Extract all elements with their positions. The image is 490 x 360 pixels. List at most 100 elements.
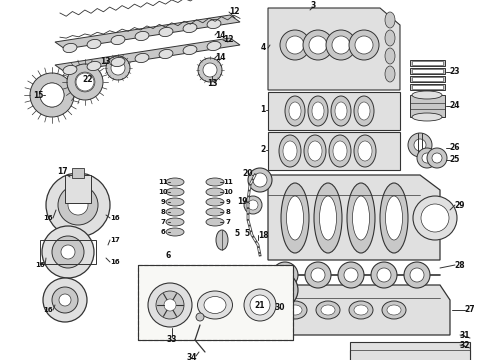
Polygon shape [268,132,400,170]
Ellipse shape [385,30,395,46]
Ellipse shape [207,19,221,28]
Text: 26: 26 [450,144,460,153]
Ellipse shape [281,183,309,253]
Ellipse shape [380,183,408,253]
Text: 8: 8 [225,209,230,215]
Ellipse shape [354,305,368,315]
Text: 18: 18 [258,230,269,239]
Circle shape [106,56,130,80]
Circle shape [148,283,192,327]
Text: 6: 6 [161,229,166,235]
Circle shape [43,278,87,322]
Text: 11: 11 [223,179,233,185]
Text: 8: 8 [161,209,166,215]
Circle shape [244,196,262,214]
Circle shape [68,195,88,215]
Ellipse shape [166,208,184,216]
Bar [40,240,96,264]
Ellipse shape [349,301,373,319]
Text: 9: 9 [225,199,230,205]
Circle shape [269,279,291,301]
Ellipse shape [206,198,224,206]
Ellipse shape [87,62,101,71]
Circle shape [253,173,267,187]
Circle shape [377,268,391,282]
Text: 16: 16 [110,215,120,221]
Polygon shape [55,38,240,72]
Circle shape [413,196,457,240]
Bar [410,76,445,82]
Circle shape [414,139,426,151]
Ellipse shape [382,301,406,319]
Circle shape [326,30,356,60]
Ellipse shape [387,305,401,315]
Text: 15: 15 [33,90,43,99]
Ellipse shape [319,196,337,240]
Polygon shape [268,285,450,335]
Circle shape [408,133,432,157]
Text: 25: 25 [450,156,460,165]
Circle shape [309,36,327,54]
Ellipse shape [166,228,184,236]
Text: 31: 31 [460,330,470,339]
Ellipse shape [321,305,335,315]
Ellipse shape [206,178,224,186]
Text: 7: 7 [161,219,166,225]
Ellipse shape [63,44,77,53]
Circle shape [410,268,424,282]
Circle shape [286,36,304,54]
Ellipse shape [111,57,125,67]
Circle shape [275,285,285,295]
Text: 16: 16 [110,259,120,265]
Ellipse shape [159,27,173,37]
Circle shape [250,295,270,315]
Circle shape [422,153,432,163]
Ellipse shape [412,91,442,99]
Circle shape [76,73,94,91]
Circle shape [248,200,258,210]
Polygon shape [268,175,440,260]
Text: 3: 3 [310,0,316,9]
Text: 9: 9 [161,199,166,205]
Circle shape [40,83,64,107]
Circle shape [349,30,379,60]
Text: 30: 30 [275,303,285,312]
Ellipse shape [288,305,302,315]
Text: 1: 1 [260,105,266,114]
Ellipse shape [333,141,347,161]
Ellipse shape [331,96,351,126]
Text: 33: 33 [167,336,177,345]
Text: 16: 16 [35,262,45,268]
Circle shape [52,287,78,313]
Circle shape [303,30,333,60]
Ellipse shape [285,96,305,126]
Bar [410,60,445,66]
Text: 6: 6 [166,251,171,260]
Ellipse shape [183,23,197,33]
Text: 16: 16 [43,215,53,221]
Text: 20: 20 [243,168,253,177]
Text: 23: 23 [450,68,460,77]
Ellipse shape [308,141,322,161]
Ellipse shape [159,49,173,59]
Circle shape [52,236,84,268]
Ellipse shape [354,135,376,167]
Circle shape [111,61,125,75]
Circle shape [272,262,298,288]
Ellipse shape [87,39,101,49]
Ellipse shape [354,96,374,126]
Text: 14: 14 [215,31,225,40]
Circle shape [67,64,103,100]
Text: 21: 21 [255,301,265,310]
Bar [410,68,445,74]
Ellipse shape [386,196,402,240]
Text: 2: 2 [260,145,266,154]
Ellipse shape [335,102,347,120]
Ellipse shape [204,297,226,314]
Circle shape [305,262,331,288]
Ellipse shape [358,141,372,161]
Circle shape [59,294,71,306]
Text: 16: 16 [43,307,53,313]
Circle shape [427,148,447,168]
Text: 13: 13 [207,80,217,89]
